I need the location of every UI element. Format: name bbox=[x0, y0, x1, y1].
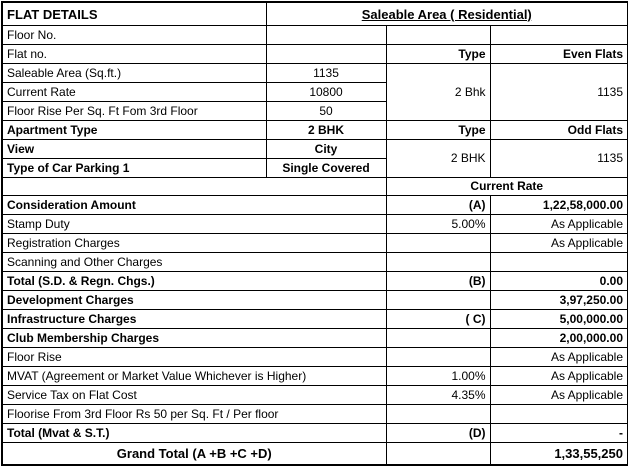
registration-label: Registration Charges bbox=[1, 233, 387, 253]
flat-details-header: FLAT DETAILS bbox=[1, 1, 267, 26]
row-mvat: MVAT (Agreement or Market Value Whicheve… bbox=[1, 366, 628, 386]
registration-amount: As Applicable bbox=[489, 233, 628, 253]
total-mvat-st-code: (D) bbox=[385, 423, 491, 443]
development-code bbox=[385, 290, 491, 310]
floor-no-label: Floor No. bbox=[1, 25, 267, 45]
total-sd-regn-label: Total (S.D. & Regn. Chgs.) bbox=[1, 271, 387, 291]
floor-no-flats-cell bbox=[489, 25, 628, 45]
row-flat-no: Flat no. Type Even Flats bbox=[1, 44, 628, 64]
grand-total-amount: 1,33,55,250 bbox=[489, 442, 628, 466]
current-rate-value: 10800 bbox=[265, 82, 387, 102]
row-grand-total: Grand Total (A +B +C +D) 1,33,55,250 bbox=[1, 442, 628, 466]
total-mvat-st-amount: - bbox=[489, 423, 628, 443]
row-scanning: Scanning and Other Charges bbox=[1, 252, 628, 272]
floor-rise-rate bbox=[385, 347, 491, 367]
row-current-rate: Current Rate 10800 bbox=[1, 82, 628, 102]
floor-rise-3rd-label: Floor Rise Per Sq. Ft Fom 3rd Floor bbox=[1, 101, 267, 121]
header-row: FLAT DETAILS Saleable Area ( Residential… bbox=[1, 1, 628, 26]
mvat-rate: 1.00% bbox=[385, 366, 491, 386]
row-floor-rise-3rd: Floor Rise Per Sq. Ft Fom 3rd Floor 50 bbox=[1, 101, 628, 121]
current-rate-band-spacer bbox=[1, 177, 387, 196]
current-rate-band-header: Current Rate bbox=[385, 177, 628, 196]
mvat-amount: As Applicable bbox=[489, 366, 628, 386]
odd-group-area: 1135 bbox=[489, 139, 628, 178]
view-value: City bbox=[265, 139, 387, 159]
infrastructure-amount: 5,00,000.00 bbox=[489, 309, 628, 329]
odd-group-type: 2 BHK bbox=[385, 139, 491, 178]
apartment-type-value: 2 BHK bbox=[265, 120, 387, 140]
infrastructure-code: ( C) bbox=[385, 309, 491, 329]
flat-no-value bbox=[265, 44, 387, 64]
grand-total-label: Grand Total (A +B +C +D) bbox=[1, 442, 387, 466]
row-total-sd-regn: Total (S.D. & Regn. Chgs.) (B) 0.00 bbox=[1, 271, 628, 291]
current-rate-label: Current Rate bbox=[1, 82, 267, 102]
row-stamp-duty: Stamp Duty 5.00% As Applicable bbox=[1, 214, 628, 234]
floor-rise-label: Floor Rise bbox=[1, 347, 387, 367]
club-membership-label: Club Membership Charges bbox=[1, 328, 387, 348]
floor-rise-3rd-value: 50 bbox=[265, 101, 387, 121]
mvat-label: MVAT (Agreement or Market Value Whicheve… bbox=[1, 366, 387, 386]
row-floor-rise: Floor Rise As Applicable bbox=[1, 347, 628, 367]
row-service-tax: Service Tax on Flat Cost 4.35% As Applic… bbox=[1, 385, 628, 405]
row-apartment-type: Apartment Type 2 BHK Type Odd Flats bbox=[1, 120, 628, 140]
club-membership-code bbox=[385, 328, 491, 348]
flat-no-label: Flat no. bbox=[1, 44, 267, 64]
saleable-area-value: 1135 bbox=[265, 63, 387, 83]
stamp-duty-rate: 5.00% bbox=[385, 214, 491, 234]
stamp-duty-amount: As Applicable bbox=[489, 214, 628, 234]
row-development: Development Charges 3,97,250.00 bbox=[1, 290, 628, 310]
row-total-mvat-st: Total (Mvat & S.T.) (D) - bbox=[1, 423, 628, 443]
consideration-amount: 1,22,58,000.00 bbox=[489, 195, 628, 215]
stamp-duty-label: Stamp Duty bbox=[1, 214, 387, 234]
even-type-label: Type bbox=[385, 44, 491, 64]
row-current-rate-band: Current Rate bbox=[1, 177, 628, 196]
odd-flats-label: Odd Flats bbox=[489, 120, 628, 140]
even-flats-label: Even Flats bbox=[489, 44, 628, 64]
car-parking-label: Type of Car Parking 1 bbox=[1, 158, 267, 178]
scanning-rate bbox=[385, 252, 491, 272]
view-label: View bbox=[1, 139, 267, 159]
car-parking-value: Single Covered bbox=[265, 158, 387, 178]
floor-no-value bbox=[265, 25, 387, 45]
saleable-area-label: Saleable Area (Sq.ft.) bbox=[1, 63, 267, 83]
saleable-area-header: Saleable Area ( Residential) bbox=[265, 1, 628, 26]
grand-total-spacer bbox=[385, 442, 491, 466]
row-consideration: Consideration Amount (A) 1,22,58,000.00 bbox=[1, 195, 628, 215]
development-amount: 3,97,250.00 bbox=[489, 290, 628, 310]
consideration-code: (A) bbox=[385, 195, 491, 215]
scanning-label: Scanning and Other Charges bbox=[1, 252, 387, 272]
even-group-area: 1135 bbox=[489, 63, 628, 121]
total-sd-regn-amount: 0.00 bbox=[489, 271, 628, 291]
registration-rate bbox=[385, 233, 491, 253]
service-tax-rate: 4.35% bbox=[385, 385, 491, 405]
infrastructure-label: Infrastructure Charges bbox=[1, 309, 387, 329]
consideration-label: Consideration Amount bbox=[1, 195, 387, 215]
service-tax-label: Service Tax on Flat Cost bbox=[1, 385, 387, 405]
row-club-membership: Club Membership Charges 2,00,000.00 bbox=[1, 328, 628, 348]
club-membership-amount: 2,00,000.00 bbox=[489, 328, 628, 348]
even-group-type: 2 Bhk bbox=[385, 63, 491, 121]
scanning-amount bbox=[489, 252, 628, 272]
total-sd-regn-code: (B) bbox=[385, 271, 491, 291]
total-mvat-st-label: Total (Mvat & S.T.) bbox=[1, 423, 387, 443]
row-saleable-area: Saleable Area (Sq.ft.) 1135 2 Bhk 1135 bbox=[1, 63, 628, 121]
floorise-from-3rd-rate bbox=[385, 404, 491, 424]
floor-rise-amount: As Applicable bbox=[489, 347, 628, 367]
floorise-from-3rd-amount bbox=[489, 404, 628, 424]
row-floor-no: Floor No. bbox=[1, 25, 628, 45]
service-tax-amount: As Applicable bbox=[489, 385, 628, 405]
apartment-type-label: Apartment Type bbox=[1, 120, 267, 140]
row-infrastructure: Infrastructure Charges ( C) 5,00,000.00 bbox=[1, 309, 628, 329]
row-floorise-from-3rd: Floorise From 3rd Floor Rs 50 per Sq. Ft… bbox=[1, 404, 628, 424]
development-label: Development Charges bbox=[1, 290, 387, 310]
floor-no-type-cell bbox=[385, 25, 491, 45]
odd-type-label: Type bbox=[385, 120, 491, 140]
row-view: View City 2 BHK 1135 bbox=[1, 139, 628, 178]
row-registration: Registration Charges As Applicable bbox=[1, 233, 628, 253]
row-car-parking: Type of Car Parking 1 Single Covered bbox=[1, 158, 628, 178]
floorise-from-3rd-label: Floorise From 3rd Floor Rs 50 per Sq. Ft… bbox=[1, 404, 387, 424]
